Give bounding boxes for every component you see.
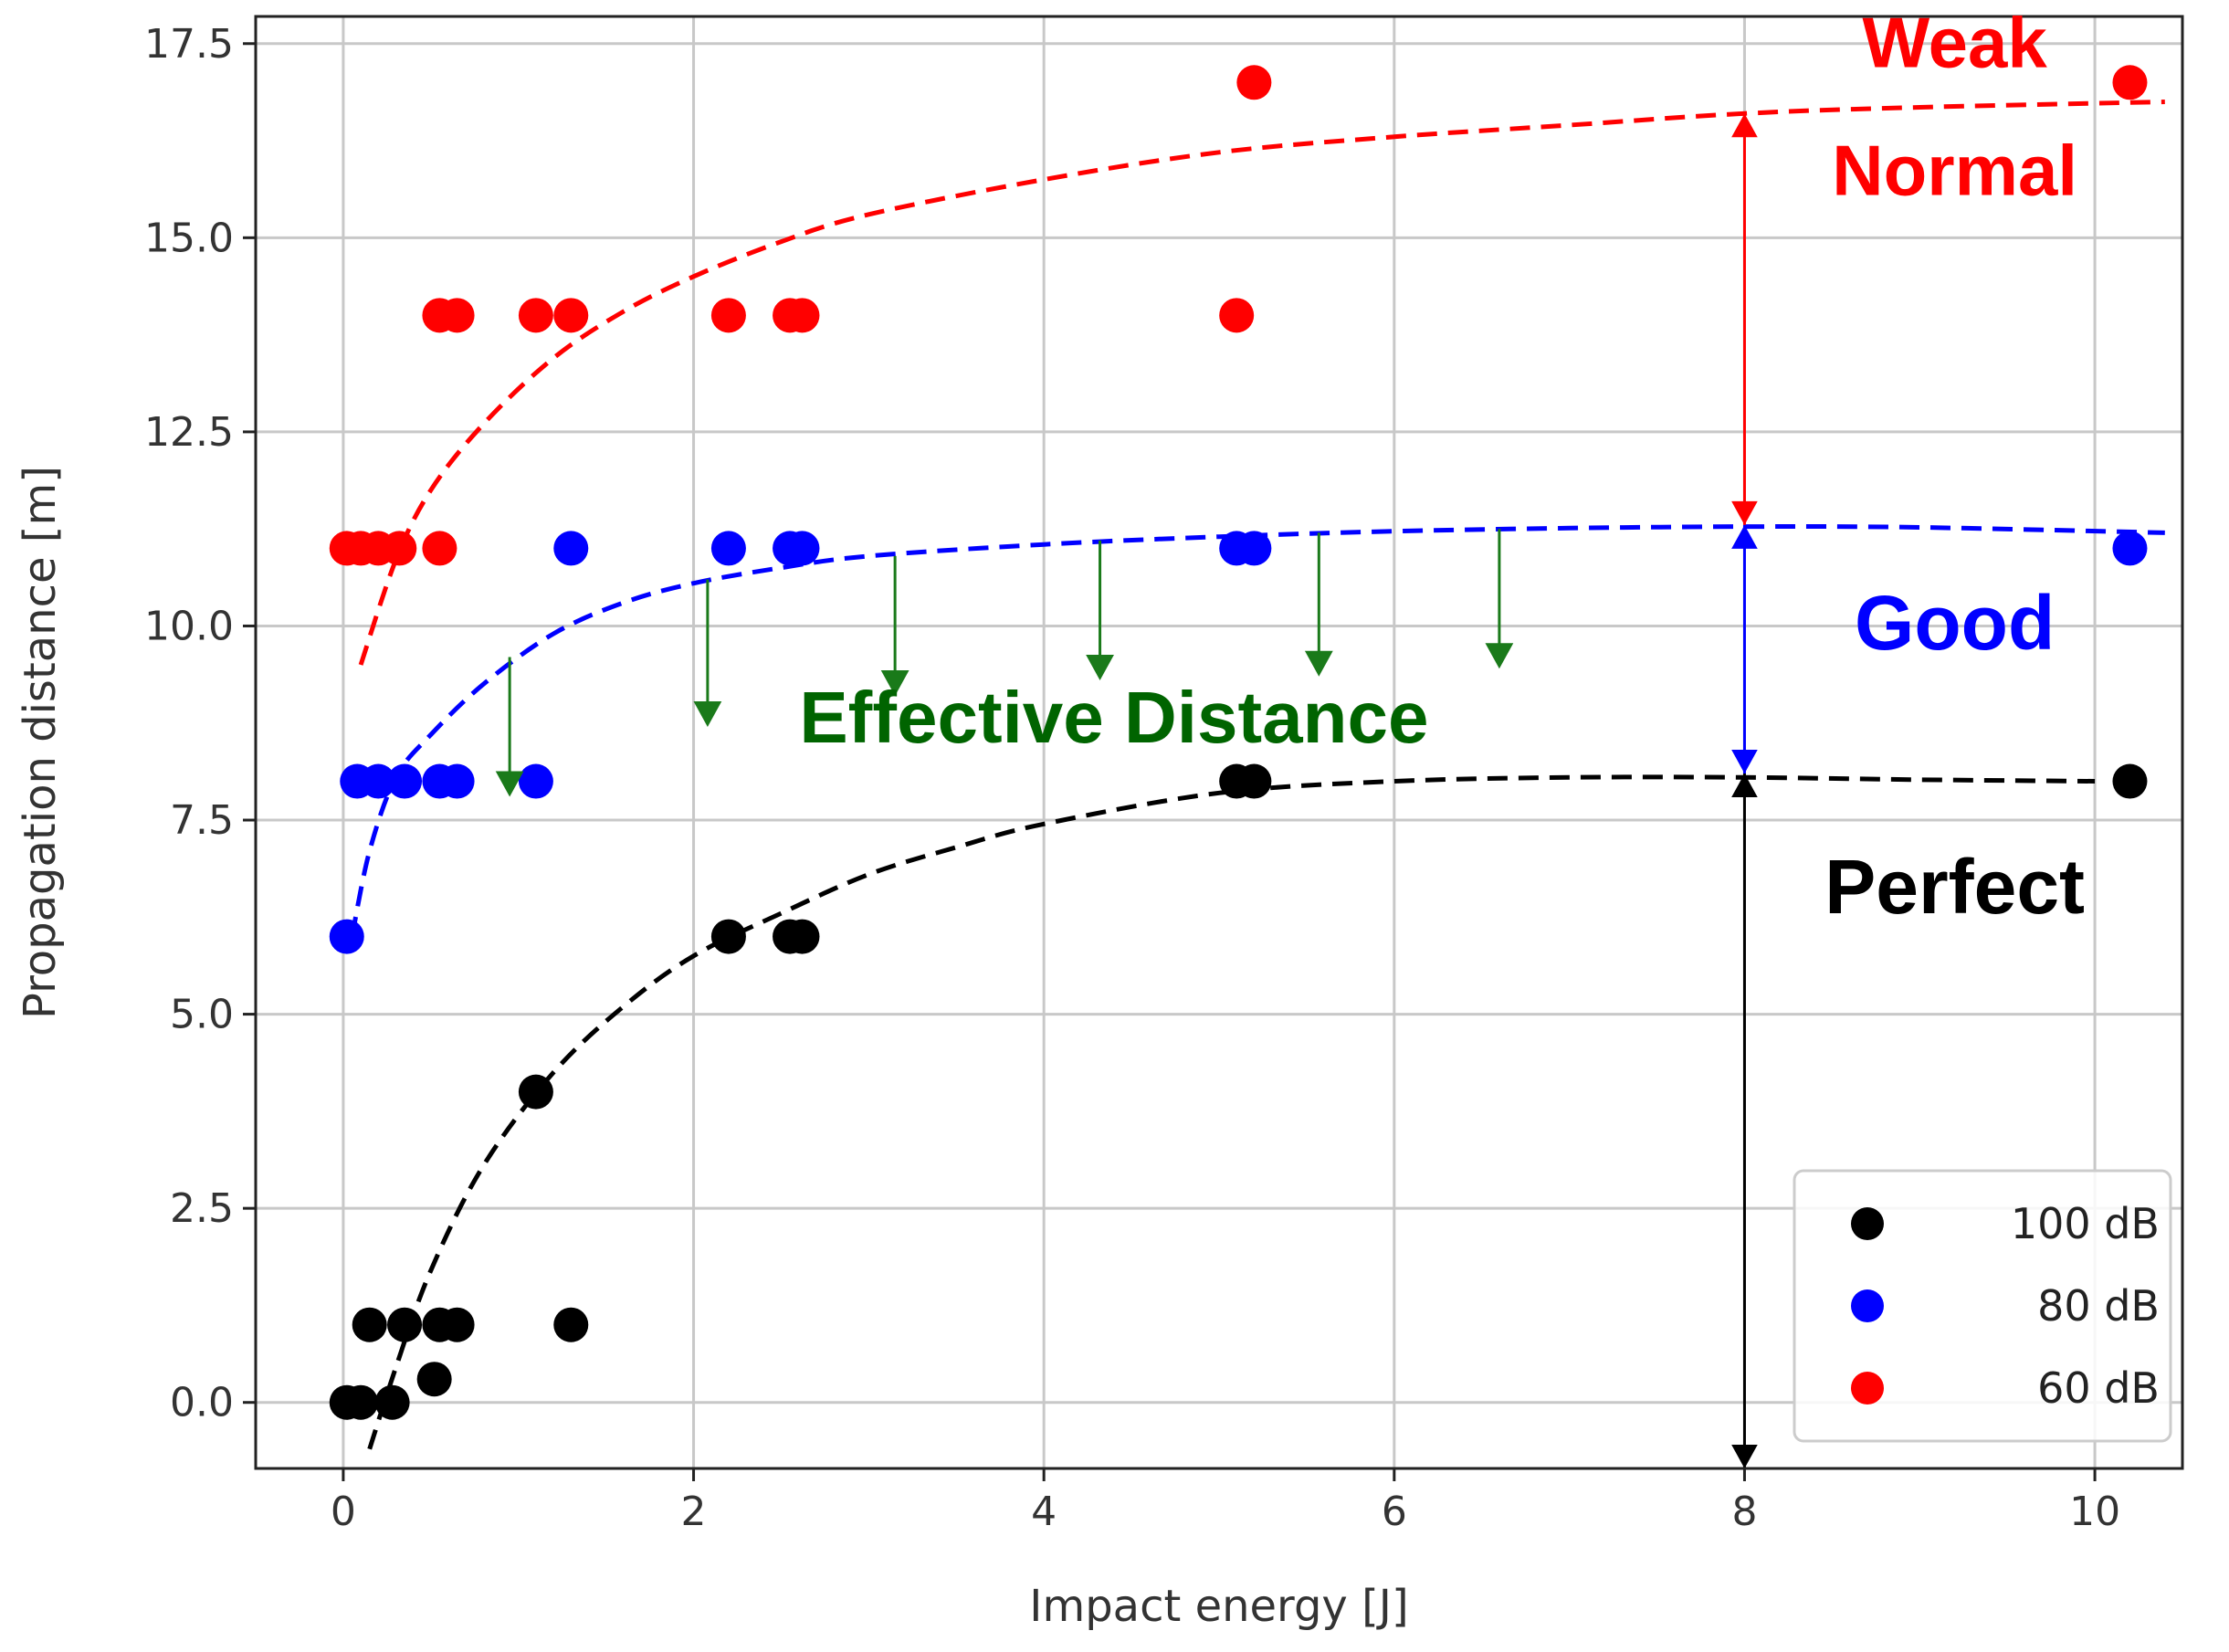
point-60-dB	[1236, 65, 1272, 100]
point-60-dB	[382, 531, 417, 566]
legend-marker	[1851, 1289, 1884, 1322]
point-60-dB	[710, 298, 746, 333]
range-arrow-head-top	[1731, 113, 1758, 138]
point-100-dB	[439, 1307, 475, 1342]
fit-curve-80-dB	[350, 524, 2165, 938]
point-60-dB	[1219, 298, 1255, 333]
point-80-dB	[553, 531, 589, 566]
y-tick-label: 10.0	[144, 603, 234, 649]
point-80-dB	[2112, 531, 2148, 566]
legend-marker	[1851, 1207, 1884, 1240]
x-tick-label: 6	[1382, 1489, 1407, 1535]
legend: 100 dB 80 dB 60 dB	[1793, 1169, 2172, 1443]
point-80-dB	[329, 919, 364, 954]
point-60-dB	[422, 531, 457, 566]
point-80-dB	[784, 531, 820, 566]
x-tick-label: 2	[681, 1489, 707, 1535]
ticks: 0 2 4 6 8 10 0.0 2.5 5.0 7.5 10.0 12.5 15.0 17.5	[144, 21, 2120, 1535]
legend-label: 60 dB	[2037, 1363, 2160, 1413]
point-100-dB	[343, 1384, 379, 1420]
point-100-dB	[2112, 763, 2148, 799]
annotation-perfect: Perfect	[1824, 844, 2085, 930]
range-arrow-head-bottom	[1731, 500, 1758, 525]
point-60-dB	[518, 298, 553, 333]
point-80-dB	[518, 763, 553, 799]
point-80-dB	[387, 763, 423, 799]
range-arrow-head-top	[1731, 773, 1758, 798]
range-arrow-head-bottom	[1731, 750, 1758, 774]
effective-arrow-head	[880, 669, 909, 696]
fit-curve-100-dB	[367, 774, 2096, 1450]
point-100-dB	[710, 919, 746, 954]
point-100-dB	[784, 919, 820, 954]
point-100-dB	[416, 1362, 452, 1397]
y-tick-label: 7.5	[170, 797, 234, 844]
point-80-dB	[1236, 531, 1272, 566]
point-80-dB	[710, 531, 746, 566]
annotation-effective-distance: Effective Distance	[799, 677, 1428, 758]
y-tick-label: 5.0	[170, 992, 234, 1038]
point-100-dB	[553, 1307, 589, 1342]
effective-arrow-head	[495, 771, 524, 797]
point-100-dB	[1236, 763, 1272, 799]
effective-arrow-head	[1086, 654, 1114, 680]
range-arrow-head-bottom	[1731, 1445, 1758, 1468]
y-tick-label: 2.5	[170, 1185, 234, 1232]
y-tick-label: 17.5	[144, 21, 234, 68]
legend-marker	[1851, 1372, 1884, 1405]
x-tick-label: 8	[1731, 1489, 1757, 1535]
point-60-dB	[553, 298, 589, 333]
legend-label: 100 dB	[2011, 1199, 2160, 1248]
point-100-dB	[387, 1307, 423, 1342]
range-arrow-head-top	[1731, 524, 1758, 549]
annotation-weak: Weak	[1862, 2, 2047, 82]
effective-arrow-head	[1304, 650, 1333, 677]
point-60-dB	[784, 298, 820, 333]
point-100-dB	[518, 1074, 553, 1110]
point-60-dB	[2112, 65, 2148, 100]
y-tick-label: 15.0	[144, 215, 234, 261]
effective-arrow-head	[693, 700, 722, 727]
x-tick-label: 4	[1031, 1489, 1057, 1535]
arrows	[495, 113, 1758, 1468]
legend-frame	[1793, 1169, 2172, 1443]
y-axis-title: Propagation distance [m]	[15, 466, 66, 1019]
legend-label: 80 dB	[2037, 1281, 2160, 1331]
point-60-dB	[439, 298, 475, 333]
annotation-normal: Normal	[1832, 131, 2077, 211]
x-axis-title: Impact energy [J]	[1029, 1581, 1408, 1632]
plot-frame	[254, 15, 2184, 1470]
annotation-good: Good	[1855, 580, 2055, 666]
x-tick-label: 0	[331, 1489, 356, 1535]
point-100-dB	[352, 1307, 387, 1342]
point-80-dB	[439, 763, 475, 799]
annotations: Weak Normal Good Perfect Effective Distance	[799, 2, 2085, 930]
y-tick-label: 0.0	[170, 1380, 234, 1426]
effective-arrow-head	[1485, 643, 1514, 669]
x-tick-label: 10	[2069, 1489, 2120, 1535]
y-tick-label: 12.5	[144, 409, 234, 456]
point-100-dB	[374, 1384, 410, 1420]
point-80-dB	[361, 763, 396, 799]
data-points	[329, 65, 2148, 1420]
